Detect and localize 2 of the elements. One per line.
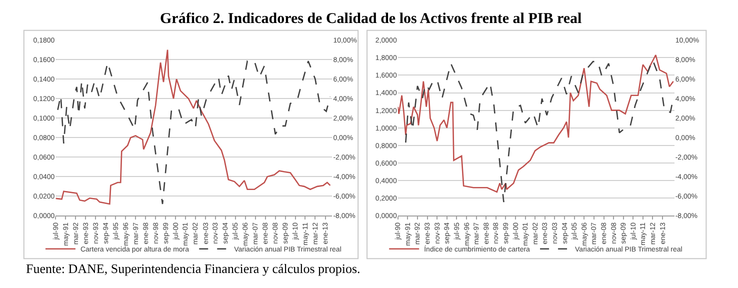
source-note: Fuente: DANE, Superintendencia Financiera y cálculos propios. [26, 261, 360, 276]
text: Gráfico 2. Indicadores de Calidad de los Activos frente al PIB real [160, 11, 582, 27]
